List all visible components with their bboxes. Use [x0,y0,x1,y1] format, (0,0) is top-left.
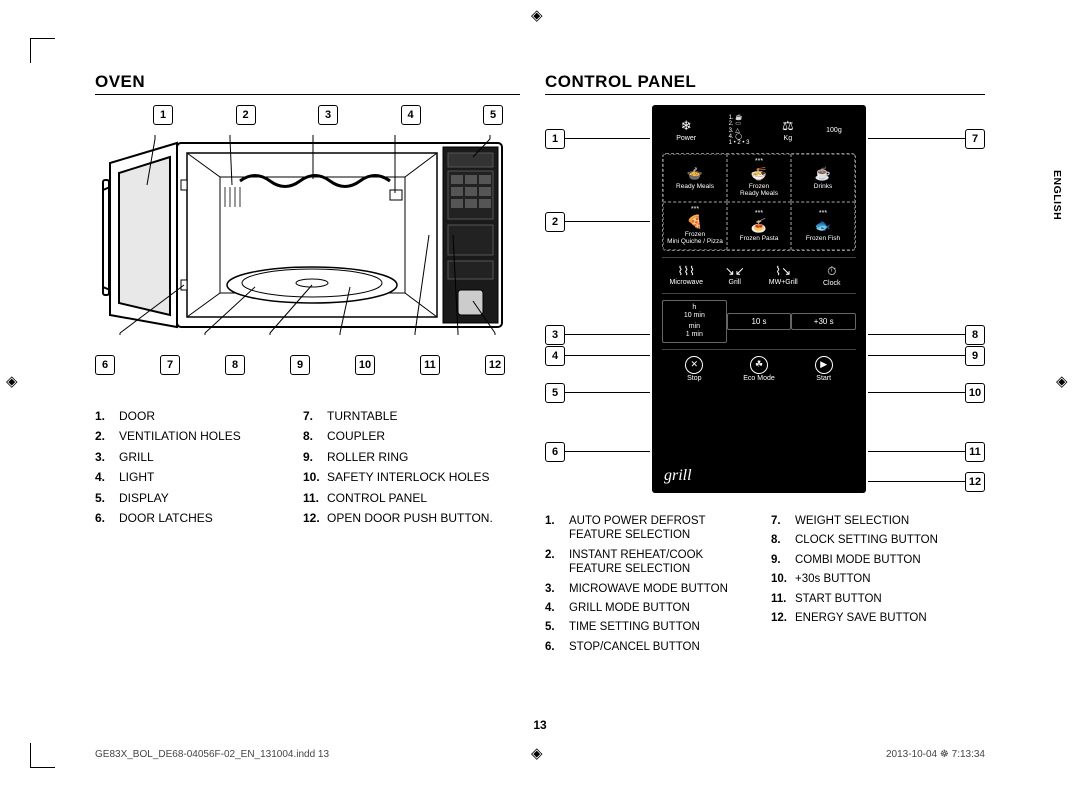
oven-parts-list: 1.DOOR 2.VENTILATION HOLES 3.GRILL 4.LIGHT 5… [95,409,520,531]
list-item: 10.+30s BUTTON [771,572,981,586]
oven-title: OVEN [95,72,520,95]
callout-10: 10 [965,383,985,403]
bottom-cell: ☘Eco Mode [727,356,792,382]
defrost-list: 1. ☕ 2. ▭ 3. △ 4. ◯ 1 • 2 • 3 [729,115,750,147]
callout-11: 11 [965,442,985,462]
callout-10: 10 [355,355,375,375]
food-cell: ***🐟Frozen Fish [791,202,855,250]
control-panel-title: CONTROL PANEL [545,72,985,95]
callout-2: 2 [236,105,256,125]
30s-label: +30 s [791,313,856,330]
list-item: 12.OPEN DOOR PUSH BUTTON. [303,511,503,525]
list-item: 4.LIGHT [95,470,295,484]
callout-5: 5 [483,105,503,125]
10s-label: 10 s [727,313,792,330]
list-item: 3.MICROWAVE MODE BUTTON [545,582,755,596]
list-item: 1.DOOR [95,409,295,423]
food-cell: ***🍜Frozen Ready Meals [727,154,791,202]
food-cell: ***🍕Frozen Mini Quiche / Pizza [663,202,727,250]
oven-illustration [95,135,510,335]
food-cell: 🍲Ready Meals [663,154,727,202]
list-item: 9.COMBI MODE BUTTON [771,553,981,567]
callout-3: 3 [318,105,338,125]
list-item: 12.ENERGY SAVE BUTTON [771,611,981,625]
list-item: 9.ROLLER RING [303,450,503,464]
list-item: 8.CLOCK SETTING BUTTON [771,533,981,547]
list-item: 5.DISPLAY [95,491,295,505]
bottom-row: ✕Stop☘Eco Mode▶Start [662,356,856,382]
footer: GE83X_BOL_DE68-04056F-02_EN_131004.indd … [95,749,985,760]
control-panel-parts-list: 1.AUTO POWER DEFROST FEATURE SELECTION 2.… [545,514,985,659]
list-item: 8.COUPLER [303,429,503,443]
list-item: 5.TIME SETTING BUTTON [545,620,755,634]
crop-mark-bl [30,743,55,768]
list-item: 2.VENTILATION HOLES [95,429,295,443]
callout-12: 12 [485,355,505,375]
list-item: 10.SAFETY INTERLOCK HOLES [303,470,503,484]
language-tab: ENGLISH [1051,170,1063,220]
footer-file: GE83X_BOL_DE68-04056F-02_EN_131004.indd … [95,749,329,760]
list-item: 11.START BUTTON [771,592,981,606]
list-item: 4.GRILL MODE BUTTON [545,601,755,615]
callout-5: 5 [545,383,565,403]
callout-2: 2 [545,212,565,232]
mode-row: ⌇⌇⌇Microwave↘↙Grill⌇↘MW+Grill⏱Clock [662,264,856,287]
register-mark-right [1056,372,1074,390]
time-row: h10 min min1 min 10 s +30 s [662,300,856,343]
mode-cell: ⌇⌇⌇Microwave [662,264,711,286]
food-grid: 🍲Ready Meals***🍜Frozen Ready Meals☕Drink… [662,153,856,251]
food-cell: ☕Drinks [791,154,855,202]
list-item: 7.TURNTABLE [303,409,503,423]
callout-7: 7 [160,355,180,375]
list-item: 1.AUTO POWER DEFROST FEATURE SELECTION [545,514,755,543]
list-item: 3.GRILL [95,450,295,464]
food-cell: ***🍝Frozen Pasta [727,202,791,250]
power-icon: ❄Power [676,119,696,142]
list-item: 11.CONTROL PANEL [303,491,503,505]
mode-cell: ⌇↘MW+Grill [759,264,808,286]
callout-8: 8 [225,355,245,375]
control-panel-graphic: ❄Power 1. ☕ 2. ▭ 3. △ 4. ◯ 1 • 2 • 3 ⚖Kg… [652,105,866,493]
callout-11: 11 [420,355,440,375]
callout-12: 12 [965,472,985,492]
page-number: 13 [0,718,1080,732]
callout-4: 4 [545,346,565,366]
callout-3: 3 [545,325,565,345]
callout-1: 1 [153,105,173,125]
control-panel-diagram: 123456 789101112 ❄Power 1. ☕ 2. ▭ 3. △ 4… [545,105,985,500]
callout-6: 6 [545,442,565,462]
callout-9: 9 [965,346,985,366]
register-mark-left [6,372,24,390]
time-box: h10 min min1 min [662,300,727,343]
list-item: 7.WEIGHT SELECTION [771,514,981,528]
footer-date: 2013-10-04 ☸ 7:13:34 [886,749,985,760]
callout-6: 6 [95,355,115,375]
callout-4: 4 [401,105,421,125]
register-mark-top [531,6,549,24]
list-item: 6.STOP/CANCEL BUTTON [545,640,755,654]
100g-label: 100g [826,127,842,135]
bottom-cell: ▶Start [791,356,856,382]
mode-cell: ⏱Clock [808,264,857,287]
oven-diagram: 12345 [95,105,515,385]
mode-cell: ↘↙Grill [711,264,760,286]
bottom-cell: ✕Stop [662,356,727,382]
callout-8: 8 [965,325,985,345]
callout-7: 7 [965,129,985,149]
crop-mark-tl [30,38,55,63]
list-item: 6.DOOR LATCHES [95,511,295,525]
list-item: 2.INSTANT REHEAT/COOK FEATURE SELECTION [545,548,755,577]
callout-9: 9 [290,355,310,375]
grill-logo: grill [664,467,692,485]
callout-1: 1 [545,129,565,149]
kg-label: ⚖Kg [782,119,794,142]
